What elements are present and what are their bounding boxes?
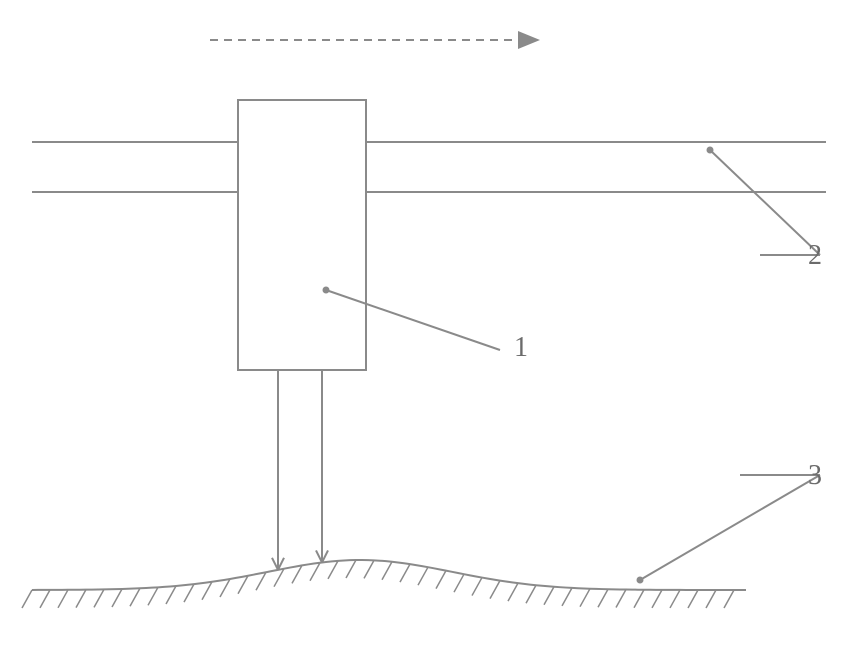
ground-hatch <box>346 560 356 578</box>
ground-hatch <box>508 583 518 601</box>
ground-hatch <box>220 579 230 597</box>
leader-label-2: 2 <box>808 240 822 272</box>
ground-hatch <box>94 589 104 607</box>
ground-hatch <box>22 590 32 608</box>
ground-hatch <box>688 590 698 608</box>
ground-hatch <box>616 590 626 608</box>
ground-hatch <box>112 589 122 607</box>
ground-hatch <box>580 589 590 607</box>
ground-hatch <box>706 590 716 608</box>
ground-hatch <box>454 574 464 592</box>
ground-hatch <box>148 587 158 605</box>
ground-hatch <box>724 590 734 608</box>
leader-label-1: 1 <box>514 332 528 364</box>
diagram-canvas <box>0 0 852 659</box>
ground-hatch <box>310 563 320 581</box>
ground-hatch <box>400 564 410 582</box>
ground-hatch <box>598 589 608 607</box>
ground-hatch <box>130 588 140 606</box>
leader-1-seg1 <box>326 290 500 350</box>
ground-hatch <box>472 578 482 596</box>
ground-hatch <box>274 569 284 587</box>
ground-hatch <box>382 562 392 580</box>
ground-hatch <box>238 576 248 594</box>
ground-hatch <box>256 572 266 590</box>
ground-hatch <box>436 571 446 589</box>
leader-label-3: 3 <box>808 460 822 492</box>
leader-2-seg1 <box>710 150 820 255</box>
ground-hatch <box>166 586 176 604</box>
ground-hatch <box>40 590 50 608</box>
ground-hatch <box>328 561 338 579</box>
ground-hatch <box>634 590 644 608</box>
ground-hatch <box>562 588 572 606</box>
ground-profile <box>32 560 746 590</box>
ground-hatch <box>652 590 662 608</box>
direction-arrow-head <box>518 31 540 49</box>
ground-hatch <box>58 590 68 608</box>
ground-hatch <box>490 581 500 599</box>
sensor-block <box>238 100 366 370</box>
ground-hatch <box>292 565 302 583</box>
ground-hatch <box>202 582 212 600</box>
ground-hatch <box>364 560 374 578</box>
ground-hatch <box>76 590 86 608</box>
ground-hatch <box>526 585 536 603</box>
ground-hatch <box>184 584 194 602</box>
ground-hatch <box>418 567 428 585</box>
ground-hatch <box>670 590 680 608</box>
leader-3-seg1 <box>640 475 820 580</box>
ground-hatch <box>544 587 554 605</box>
